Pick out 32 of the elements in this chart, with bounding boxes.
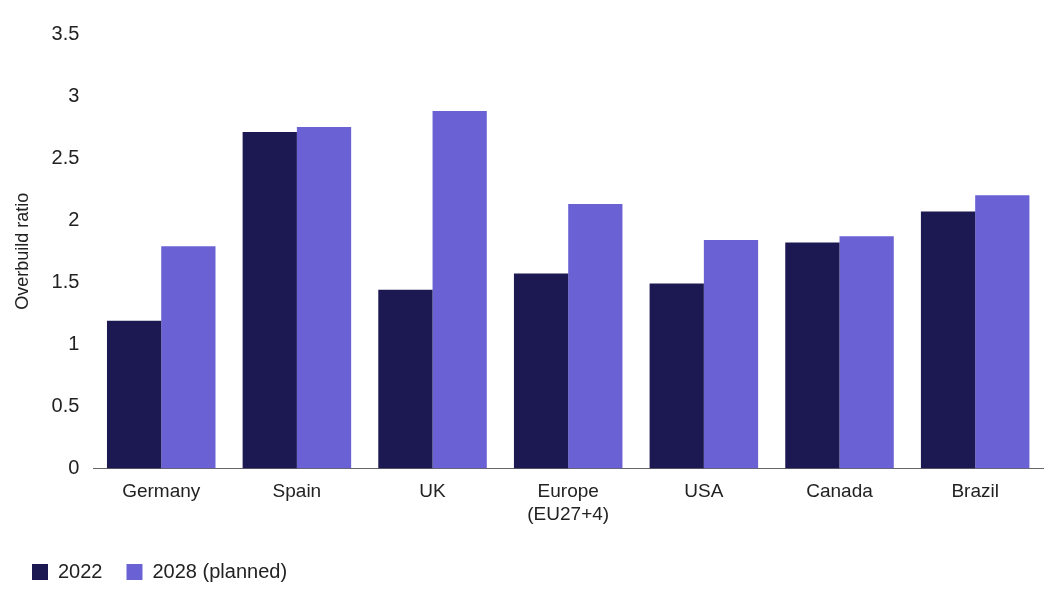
- y-tick-label: 3.5: [51, 21, 80, 44]
- x-tick-label: UK: [419, 480, 447, 502]
- x-tick-label: USA: [684, 480, 724, 502]
- bar: [975, 195, 1030, 469]
- bar: [106, 320, 162, 469]
- bar: [513, 273, 569, 469]
- y-tick-label: 2: [68, 207, 80, 230]
- bar: [242, 132, 297, 469]
- x-tick-label: Germany: [122, 480, 201, 502]
- y-tick-label: 1: [68, 331, 80, 354]
- x-tick-label: Europe (EU27+4): [527, 480, 610, 524]
- bar: [161, 246, 216, 469]
- y-tick-label: 0: [68, 455, 80, 478]
- bar: [703, 240, 759, 469]
- bar: [296, 127, 352, 469]
- bar: [839, 236, 894, 469]
- legend-label: 2022: [58, 559, 103, 582]
- bar: [785, 242, 840, 469]
- x-tick-label: Canada: [806, 480, 874, 502]
- bar: [920, 211, 976, 469]
- bar: [568, 204, 623, 469]
- y-tick-label: 1.5: [51, 269, 80, 292]
- legend-label: 2028 (planned): [152, 559, 288, 582]
- y-tick-label: 2.5: [51, 145, 80, 168]
- bar: [432, 110, 487, 469]
- x-tick-label: Spain: [272, 480, 322, 502]
- y-tick-label: 3: [68, 83, 80, 106]
- x-tick-label: Brazil: [951, 480, 999, 502]
- bar: [378, 289, 433, 469]
- y-axis-title: Overbuild ratio: [11, 192, 32, 310]
- y-tick-label: 0.5: [51, 393, 80, 416]
- bar: [649, 283, 704, 469]
